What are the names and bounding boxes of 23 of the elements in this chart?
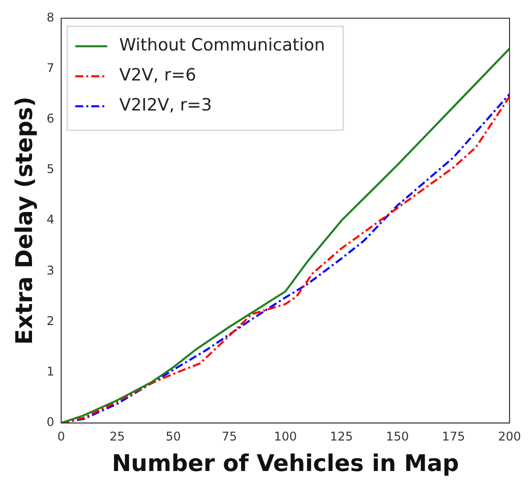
- y-tick-label: 5: [46, 162, 54, 176]
- x-tick-label: 175: [442, 429, 465, 444]
- x-tick-label: 50: [166, 429, 181, 444]
- legend-label: V2I2V, r=3: [119, 96, 212, 116]
- y-tick-label: 2: [46, 314, 54, 328]
- x-tick-label: 100: [274, 429, 297, 444]
- x-tick-label: 0: [57, 429, 66, 444]
- y-axis-title: Extra Delay (steps): [12, 96, 38, 345]
- x-tick-label: 125: [330, 429, 353, 444]
- y-tick-label: 0: [46, 415, 54, 430]
- y-tick-label: 8: [46, 10, 54, 24]
- y-tick-label: 1: [46, 364, 54, 379]
- y-tick-label: 6: [46, 112, 54, 126]
- y-tick-label: 3: [46, 263, 54, 278]
- legend-label: V2V, r=6: [119, 66, 196, 86]
- legend-label: Without Communication: [119, 36, 326, 56]
- y-tick-label: 4: [46, 212, 54, 227]
- x-axis-title: Number of Vehicles in Map: [112, 451, 459, 478]
- x-tick-label: 150: [386, 429, 409, 444]
- x-tick-label: 200: [498, 429, 521, 444]
- x-tick-label: 25: [110, 429, 125, 444]
- y-tick-label: 7: [46, 60, 54, 75]
- x-tick-label: 75: [222, 429, 237, 444]
